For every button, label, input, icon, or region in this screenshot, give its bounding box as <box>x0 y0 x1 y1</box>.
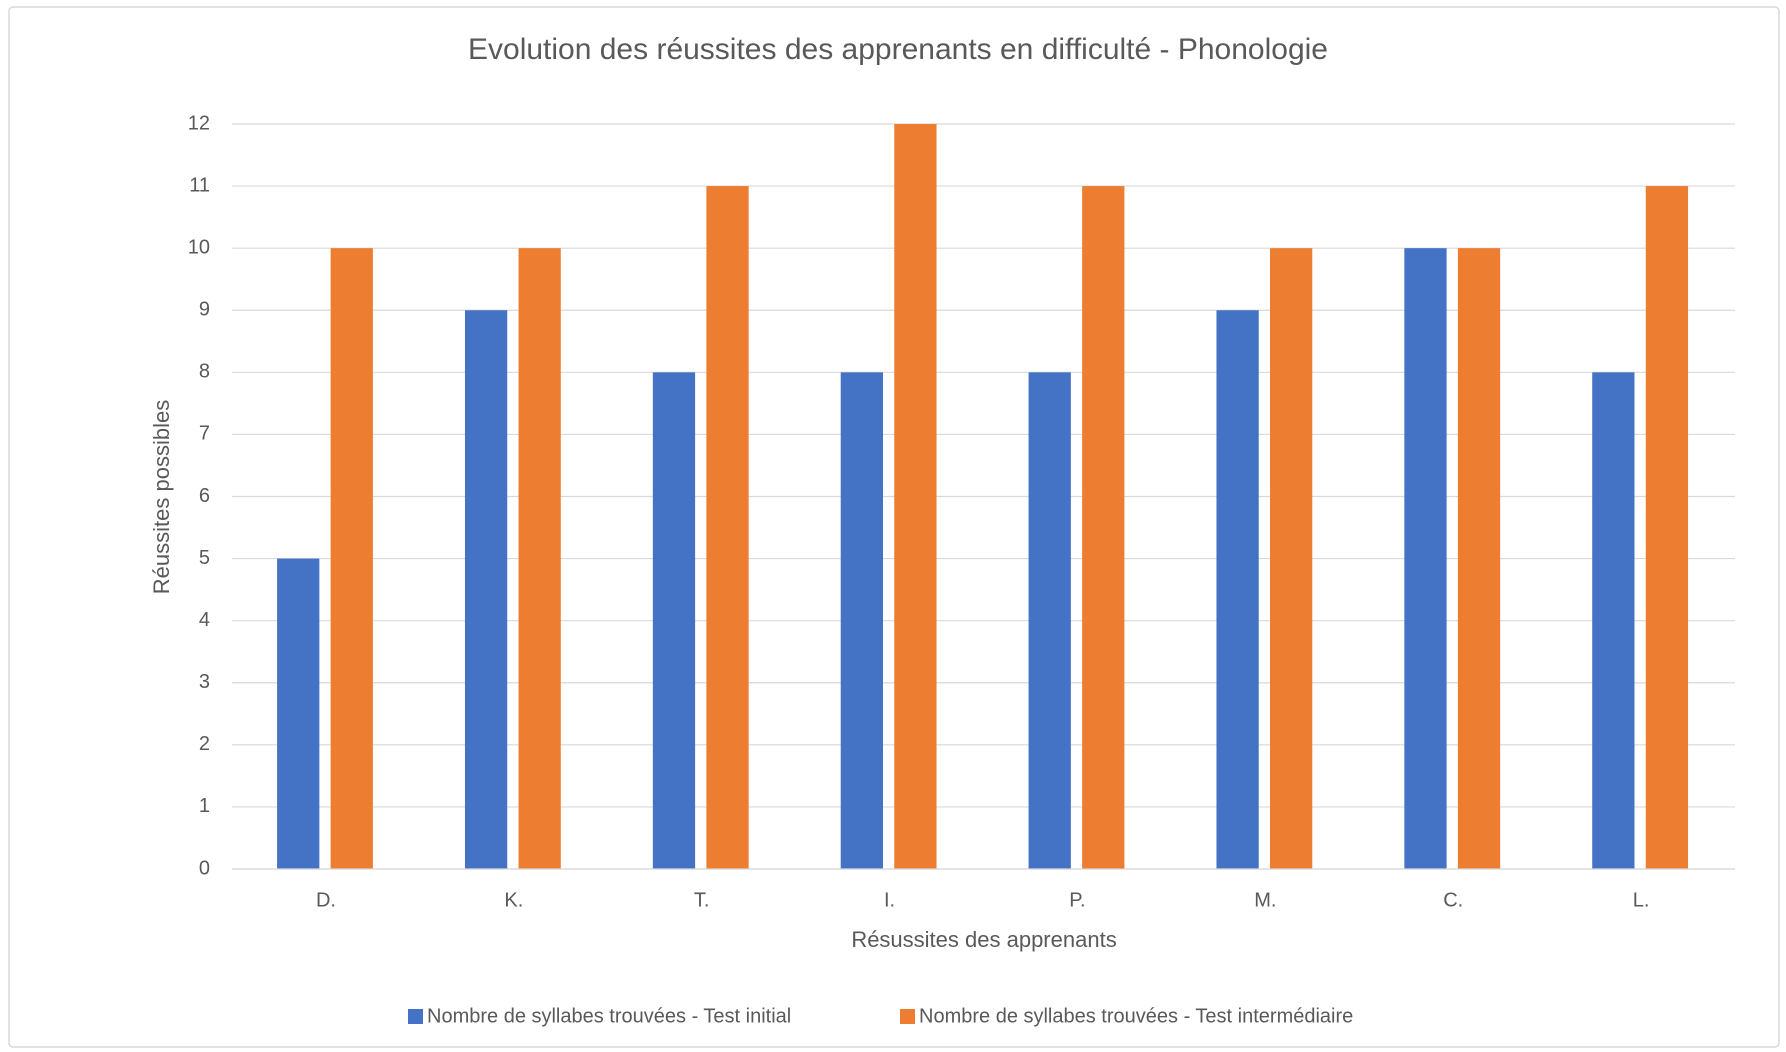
legend-swatch <box>900 1009 915 1024</box>
chart-title: Evolution des réussites des apprenants e… <box>468 33 1328 66</box>
x-tick-label: L. <box>1633 889 1650 911</box>
y-tick-label: 2 <box>199 733 210 755</box>
legend-label: Nombre de syllabes trouvées - Test initi… <box>427 1005 791 1027</box>
y-tick-label: 11 <box>189 174 210 196</box>
y-tick-label: 8 <box>199 361 210 383</box>
y-tick-label: 3 <box>199 671 210 693</box>
bar <box>894 124 937 869</box>
bar <box>1028 372 1071 869</box>
bar <box>277 558 320 869</box>
bar <box>1216 310 1259 869</box>
bar <box>1404 248 1447 869</box>
bar <box>464 310 508 869</box>
y-tick-label: 0 <box>199 857 210 879</box>
y-tick-label: 4 <box>199 609 210 631</box>
y-tick-label: 5 <box>199 547 210 569</box>
bar <box>330 248 373 869</box>
legend-label: Nombre de syllabes trouvées - Test inter… <box>919 1005 1353 1027</box>
legend-swatch <box>408 1009 423 1024</box>
x-tick-label: C. <box>1443 889 1463 911</box>
bar <box>652 372 696 869</box>
bar <box>518 248 561 869</box>
x-tick-label: P. <box>1069 889 1085 911</box>
y-tick-label: 9 <box>199 299 210 321</box>
y-tick-label: 6 <box>199 485 210 507</box>
bar <box>1592 372 1635 869</box>
y-axis-title: Réussites possibles <box>149 400 174 594</box>
bar <box>1270 248 1313 869</box>
x-tick-label: K. <box>504 889 523 911</box>
bar <box>1645 186 1689 870</box>
x-tick-label: T. <box>694 889 710 911</box>
y-tick-label: 7 <box>199 423 210 445</box>
bar <box>1457 248 1501 869</box>
chart-border <box>8 6 1780 1048</box>
x-axis-title: Résussites des apprenants <box>851 927 1116 952</box>
x-tick-label: D. <box>316 889 336 911</box>
y-tick-label: 12 <box>188 112 210 134</box>
x-tick-label: M. <box>1254 889 1276 911</box>
bar <box>840 372 883 869</box>
y-tick-label: 10 <box>188 236 210 258</box>
bar <box>706 186 749 870</box>
y-tick-label: 1 <box>199 795 210 817</box>
bar <box>1082 186 1125 870</box>
x-tick-label: I. <box>884 889 895 911</box>
